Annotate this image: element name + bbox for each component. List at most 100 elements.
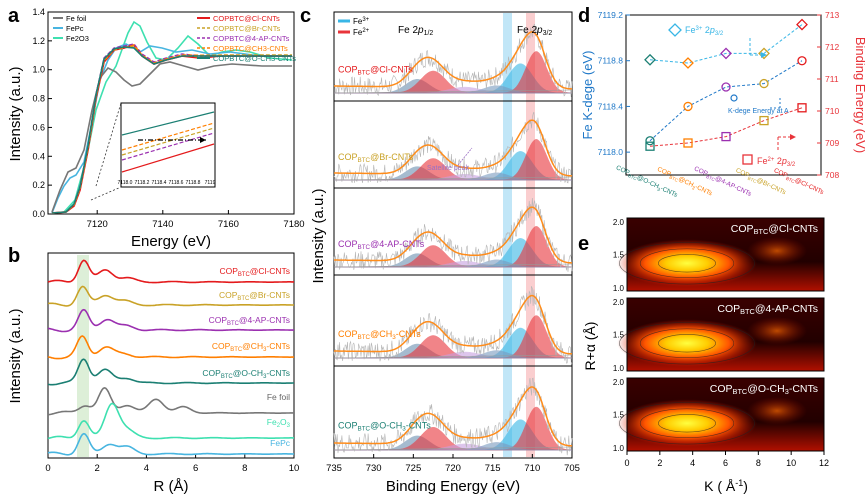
- panel-c-ylabel: Intensity (a.u.): [310, 188, 327, 283]
- panel-e-xticks: 0 2 4 6 8 10 12: [624, 451, 829, 468]
- legend-a-br: COPBTC@Br-CNTs: [213, 24, 280, 33]
- ytick-label: 0.8: [32, 94, 45, 104]
- series-line: [649, 107, 803, 147]
- ytick-label: 1.5: [613, 251, 625, 260]
- xtick-label: 4: [690, 458, 695, 468]
- legend-a-cl: COPBTC@Cl-CNTs: [213, 14, 280, 23]
- xtick-label: 0: [45, 463, 50, 474]
- sample-label: COPBTC@CH3-CNTs: [212, 341, 290, 353]
- xtick-label: 710: [524, 463, 540, 474]
- xtick-label: 7120: [87, 219, 108, 230]
- wt-hotspot: [617, 319, 757, 368]
- panel-d-series: [644, 18, 808, 151]
- panel-a-xticks: 7120 7140 7160 7180: [87, 210, 305, 230]
- ytick-label: 0.0: [32, 209, 45, 219]
- point-fe3: [720, 47, 732, 60]
- ft-curve: [47, 259, 294, 284]
- sample-label: COPBTC@4-AP-CNTs: [209, 315, 290, 327]
- panel-c-legend: Fe3+ Fe2+: [338, 17, 370, 37]
- ytick-label: 1.0: [613, 444, 625, 453]
- wt-secondary: [747, 396, 807, 425]
- panel-letter-e: e: [578, 233, 589, 255]
- fit-envelope: [334, 119, 572, 177]
- inset-tick-label: 7118.4: [152, 180, 167, 186]
- wt-map-frame: [626, 297, 825, 372]
- fit-component: [334, 85, 572, 94]
- panel-b-xlabel: R (Å): [154, 478, 189, 495]
- panel-c-subpanels: COPBTC@Cl-CNTs COPBTC@Br-CNTs COPBTC@4-AP-…: [333, 23, 573, 456]
- ft-curve: [47, 358, 294, 386]
- wt-contour: [639, 408, 735, 438]
- baseline: [333, 89, 573, 94]
- xtick-label: 10: [786, 458, 796, 468]
- wt-contour: [639, 248, 735, 278]
- xtick-label: 8: [756, 458, 761, 468]
- fit-component: [334, 259, 572, 268]
- panel-e: e 1.0 1.5 2.0 COPBTC@Cl-CNTs 1.0 1.5 2.0 COPBTC…: [578, 217, 829, 494]
- ytick-left-label: 7118.4: [598, 101, 624, 111]
- xtick-label: 0: [624, 458, 629, 468]
- panel-c: c COPBTC@Cl-CNTs COPBTC@Br-CNTs COPBTC@4-A…: [300, 5, 580, 495]
- inset-tick-label: 7118.0: [118, 180, 133, 186]
- ytick-left-label: 7118.0: [598, 147, 624, 157]
- annot-kedge: K-dege Energy at A: [728, 108, 789, 115]
- fit-envelope: [334, 31, 572, 90]
- ft-curve: [47, 335, 294, 360]
- point-fe3: [644, 53, 656, 66]
- label-fe-foil: Fe foil: [267, 392, 290, 402]
- panel-b-ylabel: Intensity (a.u.): [7, 308, 24, 403]
- ytick-label: 1.0: [613, 284, 625, 293]
- point-fe2: [759, 115, 769, 126]
- panel-e-xlabel: K ( Å-1): [704, 478, 748, 494]
- ytick-left-label: 7119.2: [598, 10, 624, 20]
- baseline: [333, 263, 573, 268]
- baseline: [333, 354, 573, 359]
- ytick-label: 2.0: [613, 218, 625, 227]
- sample-label: COPBTC@CH3-CNTs: [338, 329, 421, 341]
- peak-label-2p12: Fe 2p1/2: [398, 25, 433, 37]
- point-fe3: [796, 18, 808, 31]
- inset-tick-label: 7119: [205, 180, 216, 186]
- annot-fe3: Fe3+ 2p3/2: [685, 25, 724, 37]
- sample-label: COPBTC@Cl-CNTs: [219, 266, 290, 278]
- panel-c-xticks: 735 730 725 720 715 710 705: [326, 454, 580, 474]
- point-fe3: [682, 57, 694, 69]
- panel-d-yticks-right: 708 709 710 711 712 713: [817, 10, 839, 180]
- wt-secondary: [747, 316, 807, 345]
- ytick-right-label: 709: [825, 138, 839, 148]
- panel-b-xticks: 0 2 4 6 8 10: [45, 454, 299, 474]
- panel-d-xlabels: COPBTC@O-CH3-CNTsCOPBTC@CH3-CNTsCOPBTC@4…: [615, 164, 825, 199]
- panel-a-inset: 7118.0 7118.2 7118.4 7118.6 7118.8 7119: [90, 102, 216, 201]
- xtick-label: 7160: [218, 219, 239, 230]
- baseline: [333, 176, 573, 181]
- xanes-4ap: [51, 43, 292, 214]
- panel-a-xlabel: Energy (eV): [131, 233, 211, 250]
- sample-label: COPBTC@Br-CNTs: [338, 152, 414, 164]
- fe3-band: [503, 13, 512, 457]
- ytick-right-label: 712: [825, 42, 839, 52]
- ytick-label: 0.4: [32, 151, 45, 161]
- xtick-label: 725: [405, 463, 421, 474]
- panel-d-ylabel-left: Fe K-dege (eV): [580, 51, 595, 140]
- wt-contour: [619, 402, 755, 445]
- ytick-right-label: 713: [825, 10, 839, 20]
- raw-spectrum: [333, 377, 573, 456]
- peak-label-2p32: Fe 2p3/2: [517, 25, 552, 37]
- legend-fe3: Fe3+: [353, 17, 370, 26]
- panel-a-ylabel: Intensity (a.u.): [7, 66, 24, 161]
- xanes-fepc: [51, 43, 292, 214]
- xanes-fe-foil: [51, 61, 292, 213]
- legend-fepc: FePc: [66, 24, 84, 33]
- ytick-label: 1.5: [613, 331, 625, 340]
- xtick-label: 8: [242, 463, 247, 474]
- xtick-label: 4: [144, 463, 149, 474]
- inset-ticks: 7118.0 7118.2 7118.4 7118.6 7118.8 7119: [118, 180, 216, 186]
- panel-b-labels: COPBTC@Cl-CNTs COPBTC@Br-CNTs COPBTC@4-AP-…: [202, 266, 290, 448]
- sample-label: COPBTC@Br-CNTs: [219, 290, 290, 302]
- point-kedge: [683, 101, 693, 112]
- point-fe2: [645, 141, 655, 151]
- panel-d-annotations: Fe3+ 2p3/2 K-dege Energy at A Fe2+ 2p3/2: [668, 23, 796, 168]
- ft-curve: [47, 285, 294, 307]
- series-line: [649, 60, 803, 142]
